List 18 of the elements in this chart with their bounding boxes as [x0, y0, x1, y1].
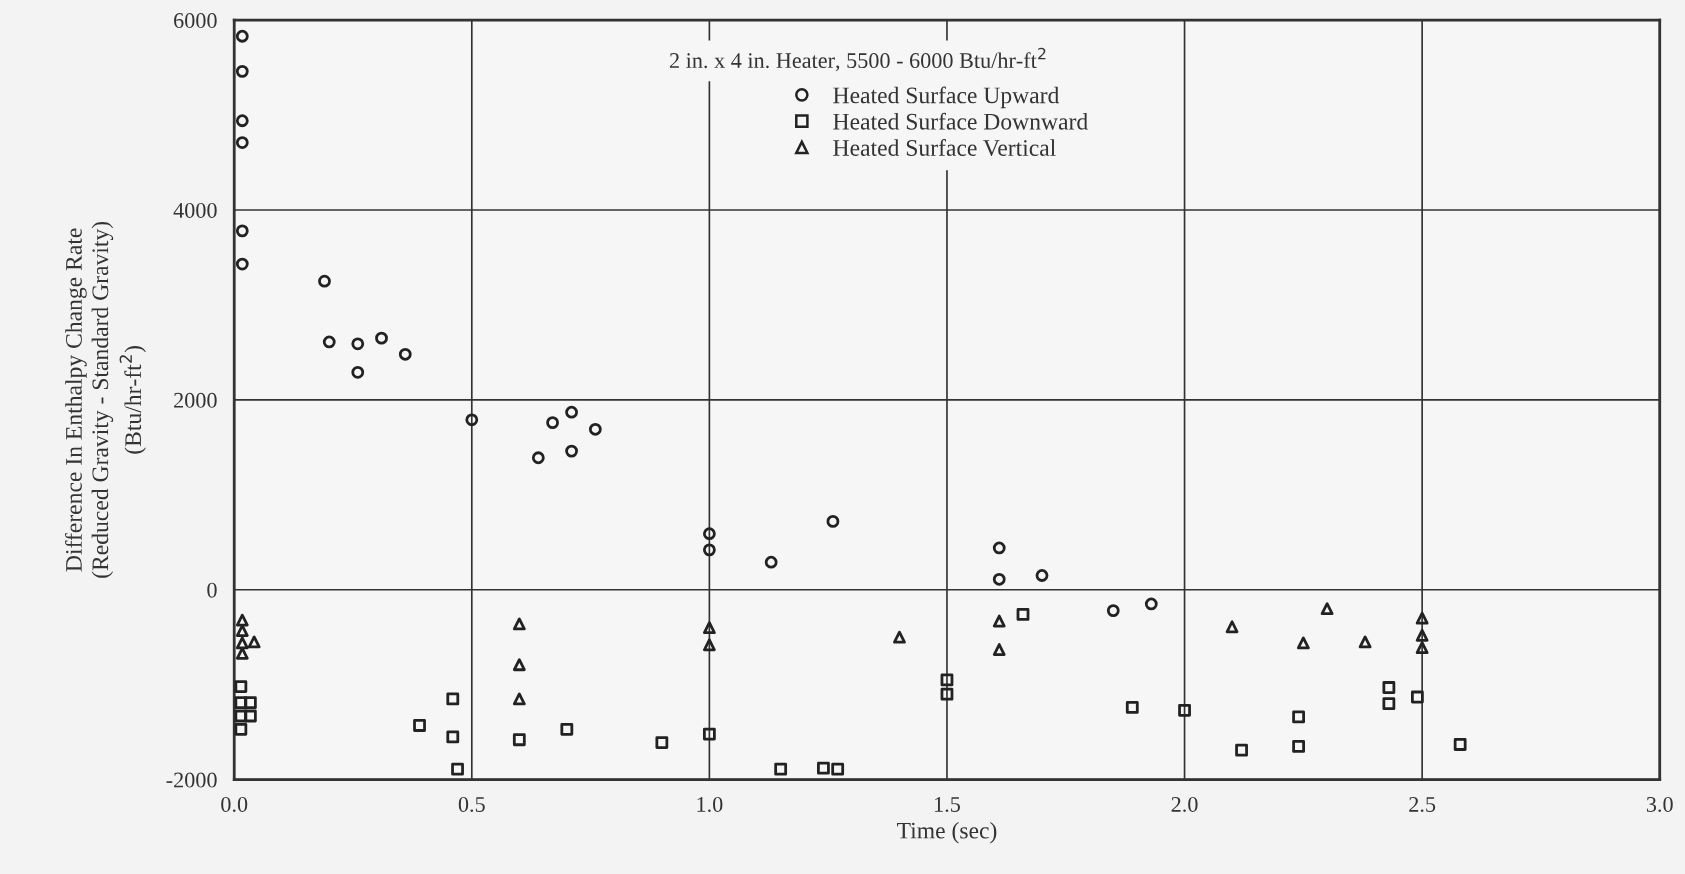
y-tick-label: 0	[207, 582, 217, 598]
x-tick-label: 0.0	[221, 796, 248, 813]
x-tick-label: 2.5	[1409, 796, 1436, 813]
y-tick-label: -2000	[166, 772, 217, 788]
legend-label: Heated Surface Downward	[833, 112, 1088, 130]
x-tick-label: 0.5	[458, 796, 485, 813]
y-axis-title: Difference In Enthalpy Change Rate (Reduced Gravity - Standard Gravity) (Btu/hr-ft$^{2}$)	[65, 221, 146, 578]
x-tick-label: 2.0	[1171, 796, 1198, 813]
legend-label: Heated Surface Vertical	[833, 139, 1056, 157]
x-tick-label: 3.0	[1646, 796, 1673, 813]
annotation: 2 in. x 4 in. Heater, 5500 - 6000 Btu/hr-ft$^{2}$	[669, 47, 1046, 72]
legend-label: Heated Surface Upward	[833, 86, 1060, 109]
y-tick-label: 2000	[174, 392, 217, 408]
x-tick-label: 1.0	[697, 796, 723, 813]
x-axis-title: Time (sec)	[897, 821, 997, 844]
x-tick-label: 1.5	[935, 797, 960, 813]
y-tick-label: 4000	[173, 202, 217, 218]
y-tick-label: 6000	[174, 13, 217, 29]
